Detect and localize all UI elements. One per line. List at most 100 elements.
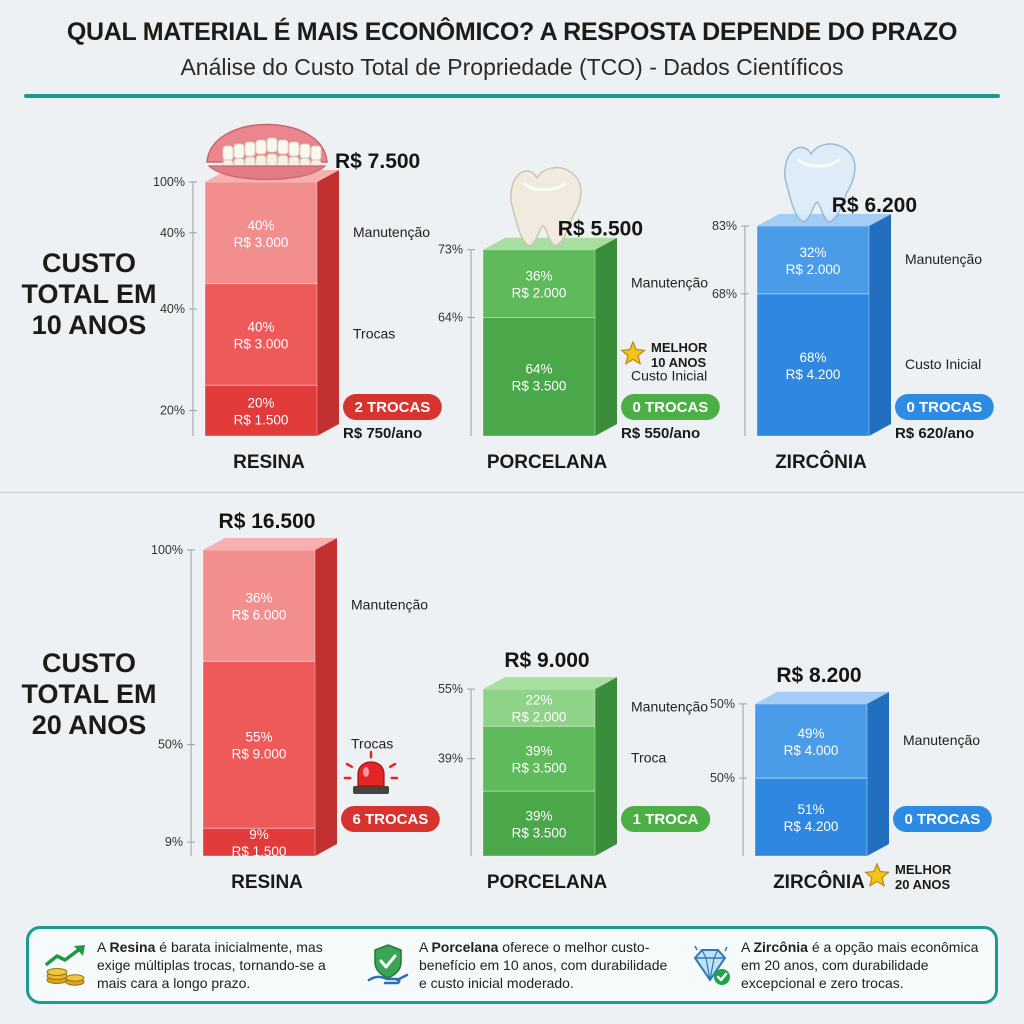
- bar-segment-custo-inicial: 64% R$ 3.500: [482, 316, 596, 437]
- alarm-light-icon: [343, 750, 399, 794]
- segment-pct-label: 40%: [247, 218, 274, 233]
- chart-custo-total-em-20-anos: 9% 50% 100% 9% R$ 1.500 55% R$ 9.000 Trocas 36% R…: [151, 510, 992, 893]
- bar-segment-manutencao: 22% R$ 2.000: [482, 688, 596, 727]
- segment-value-label: R$ 4.200: [786, 367, 841, 382]
- segment-pct-label: 55%: [245, 730, 272, 745]
- summary-box: A Resina é barata inicialmente, mas exig…: [26, 926, 998, 1004]
- bar-segment-manutencao: 40% R$ 3.000: [204, 181, 318, 285]
- summary-resina: A Resina é barata inicialmente, mas exig…: [29, 938, 351, 992]
- segment-value-label: R$ 2.000: [512, 710, 567, 725]
- segment-name-label: Manutenção: [903, 732, 980, 748]
- y-tick-label: 55%: [438, 682, 463, 696]
- cost-charts: 20% 40% 40% 100% 20% R$ 1.500 Custo Inicial 40%…: [151, 123, 994, 893]
- bar-segment-custo-inicial: 9% R$ 1.500: [202, 827, 316, 859]
- y-tick-label: 100%: [153, 175, 185, 189]
- segment-pct-label: 22%: [525, 693, 552, 708]
- best-choice-label: MELHOR: [895, 862, 952, 877]
- replacements-badge: 0 TROCAS: [895, 394, 994, 420]
- category-label: RESINA: [231, 872, 303, 893]
- segment-name-label: Manutenção: [905, 251, 982, 267]
- segment-value-label: R$ 3.000: [234, 235, 289, 250]
- y-tick-label: 50%: [710, 771, 735, 785]
- segment-name-label: Troca: [631, 750, 666, 766]
- per-year-label: R$ 620/ano: [895, 425, 974, 442]
- section-label-10-anos: CUSTO TOTAL EM 10 ANOS: [21, 248, 157, 340]
- segment-value-label: R$ 2.000: [786, 262, 841, 277]
- segment-pct-label: 9%: [249, 827, 269, 842]
- bar-segment-trocas: 40% R$ 3.000: [204, 283, 318, 386]
- page-subtitle: Análise do Custo Total de Propriedade (T…: [180, 54, 844, 80]
- segment-value-label: R$ 3.500: [512, 826, 567, 841]
- per-year-label: R$ 750/ano: [343, 425, 422, 442]
- section-divider: [0, 492, 1024, 493]
- badge-label: 0 TROCAS: [632, 399, 708, 416]
- y-tick-label: 20%: [160, 404, 185, 418]
- section-label-20-anos: CUSTO TOTAL EM 20 ANOS: [21, 648, 157, 740]
- segment-value-label: R$ 3.000: [234, 336, 289, 351]
- replacements-badge: 2 TROCAS: [343, 394, 442, 420]
- shield-hand-icon: [367, 944, 409, 985]
- bar-side: [867, 691, 889, 856]
- segment-value-label: R$ 4.200: [784, 819, 839, 834]
- segment-name-label: Manutenção: [631, 699, 708, 715]
- segment-value-label: R$ 1.500: [232, 844, 287, 859]
- y-tick-label: 50%: [710, 697, 735, 711]
- category-label: ZIRCÔNIA: [773, 871, 865, 893]
- y-tick-label: 68%: [712, 287, 737, 301]
- segment-name-label: Manutenção: [353, 224, 430, 240]
- badge-label: 0 TROCAS: [904, 811, 980, 828]
- segment-pct-label: 36%: [525, 269, 552, 284]
- segment-value-label: R$ 9.000: [232, 747, 287, 762]
- bar-segment-custo-inicial: 51% R$ 4.200: [754, 777, 868, 857]
- bar-top: [483, 677, 617, 690]
- category-label: ZIRCÔNIA: [775, 451, 867, 473]
- bar-segment-custo-inicial: 20% R$ 1.500: [204, 384, 318, 437]
- y-tick-label: 40%: [160, 302, 185, 316]
- page-title: QUAL MATERIAL É MAIS ECONÔMICO? A RESPOS…: [66, 18, 958, 46]
- segment-name-label: Custo Inicial: [905, 356, 981, 372]
- replacements-badge: 0 TROCAS: [893, 806, 992, 832]
- summary-zirconia: A Zircônia é a opção mais econômica em 2…: [673, 938, 995, 992]
- best-choice-label: 10 ANOS: [651, 355, 706, 370]
- bar-segment-manutencao: 36% R$ 2.000: [482, 249, 596, 318]
- y-tick-label: 64%: [438, 310, 463, 324]
- y-tick-label: 9%: [165, 835, 183, 849]
- bar-segment-manutencao: 49% R$ 4.000: [754, 703, 868, 779]
- diamond-check-icon: [693, 945, 730, 985]
- bar-segment-manutencao: 32% R$ 2.000: [756, 225, 870, 295]
- growth-coins-icon: [45, 945, 85, 986]
- badge-label: 2 TROCAS: [354, 399, 430, 416]
- bar-total-label: R$ 6.200: [832, 194, 917, 217]
- summary-resina-text: A Resina é barata inicialmente, mas exig…: [97, 939, 326, 991]
- badge-label: 6 TROCAS: [352, 811, 428, 828]
- y-tick-label: 50%: [158, 738, 183, 752]
- star-icon: [620, 340, 646, 365]
- segment-pct-label: 64%: [525, 362, 552, 377]
- segment-value-label: R$ 1.500: [234, 413, 289, 428]
- bar-segment-troca: 39% R$ 3.500: [482, 725, 596, 792]
- denture-image: [206, 123, 328, 181]
- y-tick-label: 73%: [438, 243, 463, 257]
- segment-value-label: R$ 2.000: [512, 286, 567, 301]
- y-tick-label: 39%: [438, 752, 463, 766]
- bar-total-label: R$ 5.500: [558, 218, 643, 241]
- bar-group-resina: 9% 50% 100% 9% R$ 1.500 55% R$ 9.000 Trocas 36% R…: [151, 510, 440, 893]
- bar-total-label: R$ 7.500: [335, 150, 420, 173]
- bar-top: [755, 691, 889, 704]
- y-tick-label: 83%: [712, 219, 737, 233]
- category-label: RESINA: [233, 452, 305, 473]
- zirconia-crown-image: [784, 143, 856, 223]
- replacements-badge: 6 TROCAS: [341, 806, 440, 832]
- bar-group-zirconia: 68% 83% 68% R$ 4.200 Custo Inicial 32% R$ 2.00…: [712, 143, 994, 473]
- replacements-badge: 0 TROCAS: [621, 394, 720, 420]
- segment-value-label: R$ 3.500: [512, 379, 567, 394]
- best-choice-label: 20 ANOS: [895, 877, 950, 892]
- summary-porcelana-text: A Porcelana oferece o melhor custo-benef…: [419, 939, 668, 991]
- segment-name-label: Manutenção: [631, 275, 708, 291]
- summary-porcelana: A Porcelana oferece o melhor custo-benef…: [351, 938, 673, 992]
- segment-name-label: Trocas: [353, 325, 395, 341]
- segment-name-label: Custo Inicial: [631, 368, 707, 384]
